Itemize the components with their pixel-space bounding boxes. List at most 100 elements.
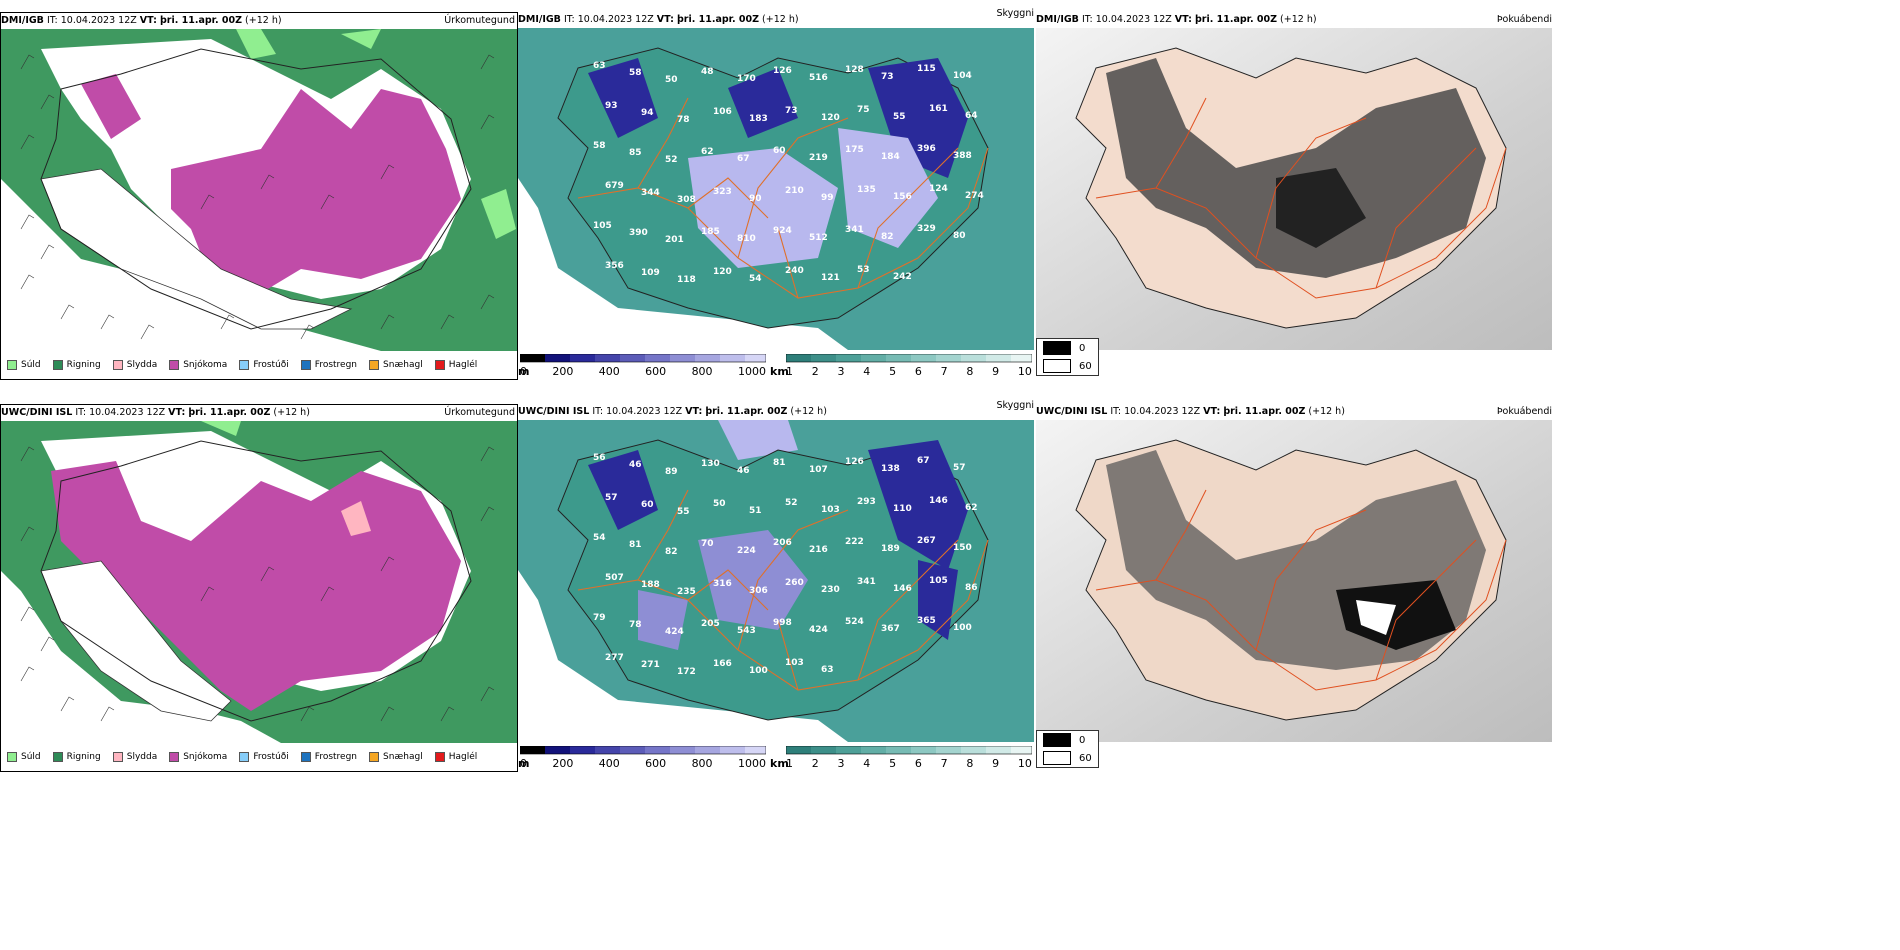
init-time-label: IT: bbox=[592, 406, 604, 417]
visibility-value-label: 424 bbox=[665, 627, 684, 637]
init-time: 10.04.2023 12Z bbox=[1124, 406, 1201, 417]
wind-barbs bbox=[20, 54, 495, 340]
tick-label: 5 bbox=[889, 365, 897, 378]
mid-visibility-zone bbox=[638, 530, 808, 650]
fog-legend: 0 60 bbox=[1036, 730, 1099, 768]
clear-zone bbox=[1356, 600, 1396, 635]
panel-header: DMI/IGB IT: 10.04.2023 12Z VT: þri. 11.a… bbox=[518, 8, 1036, 28]
legend-swatch bbox=[52, 752, 63, 762]
visibility-value-label: 205 bbox=[701, 619, 720, 629]
legend-swatch bbox=[239, 752, 250, 762]
legend-item: Snjókoma bbox=[169, 752, 227, 762]
panel-visibility-uwc: UWC/DINI ISL IT: 10.04.2023 12Z VT: þri.… bbox=[518, 400, 1036, 772]
legend-label: Snjókoma bbox=[183, 752, 228, 762]
tick-label: 800 bbox=[691, 757, 713, 770]
scale-m-unit-label: m bbox=[518, 757, 530, 770]
visibility-value-label: 230 bbox=[821, 585, 840, 595]
visibility-value-label: 260 bbox=[785, 578, 804, 588]
scale-km-bar bbox=[785, 353, 1033, 363]
valid-time: þri. 11.apr. 00Z bbox=[705, 406, 788, 417]
visibility-value-label: 323 bbox=[713, 187, 732, 197]
visibility-value-label: 82 bbox=[665, 547, 678, 557]
tick-label: 6 bbox=[914, 757, 922, 770]
init-time-label: IT: bbox=[1081, 14, 1093, 25]
tick-label: 3 bbox=[837, 365, 845, 378]
legend-label: Haglél bbox=[448, 752, 478, 762]
visibility-scale-m: 0 200 400 600 800 1000 m bbox=[519, 353, 767, 378]
visibility-value-label: 170 bbox=[737, 74, 756, 84]
visibility-value-label: 188 bbox=[641, 580, 660, 590]
model-source: UWC/DINI ISL bbox=[1036, 406, 1108, 417]
visibility-value-label: 55 bbox=[893, 112, 906, 122]
legend-item: Súld bbox=[7, 752, 41, 762]
visibility-value-label: 118 bbox=[677, 275, 696, 285]
scale-m-ticks: 0 200 400 600 800 1000 bbox=[520, 757, 766, 770]
init-time-label: IT: bbox=[46, 15, 58, 26]
visibility-value-label: 78 bbox=[677, 115, 690, 125]
legend-swatch bbox=[369, 360, 380, 370]
tick-label: 2 bbox=[811, 365, 819, 378]
visibility-value-label: 57 bbox=[953, 463, 966, 473]
fog-index-map bbox=[1036, 420, 1552, 742]
legend-label: Súld bbox=[21, 360, 41, 370]
visibility-value-label: 126 bbox=[845, 457, 864, 467]
visibility-value-label: 53 bbox=[857, 265, 870, 275]
tick-label: 400 bbox=[598, 365, 620, 378]
fog-legend-black bbox=[1043, 733, 1071, 747]
wind-barbs bbox=[20, 446, 495, 722]
legend-item: Frostúði bbox=[239, 752, 289, 762]
visibility-value-label: 516 bbox=[809, 73, 828, 83]
visibility-value-label: 52 bbox=[665, 155, 678, 165]
visibility-value-label: 341 bbox=[857, 577, 876, 587]
scale-m-bar bbox=[519, 353, 767, 363]
legend-label: Snjókoma bbox=[183, 360, 228, 370]
road-network bbox=[577, 97, 989, 299]
scale-km-unit-label: km bbox=[770, 757, 789, 770]
visibility-value-label: 58 bbox=[629, 68, 642, 78]
coastline bbox=[40, 440, 472, 722]
tick-label: 2 bbox=[811, 757, 819, 770]
legend-item: Súld bbox=[7, 360, 41, 370]
road-network bbox=[1095, 489, 1507, 691]
scale-m-ticks: 0 200 400 600 800 1000 bbox=[520, 365, 766, 378]
visibility-value-label: 73 bbox=[785, 106, 798, 116]
visibility-value-label: 524 bbox=[845, 617, 864, 627]
legend-item: Snæhagl bbox=[369, 360, 423, 370]
visibility-value-label: 126 bbox=[773, 66, 792, 76]
visibility-value-label: 89 bbox=[665, 467, 678, 477]
visibility-value-label: 138 bbox=[881, 464, 900, 474]
legend-label: Haglél bbox=[448, 360, 478, 370]
lead-time: (+12 h) bbox=[1308, 406, 1345, 417]
legend-label: Snæhagl bbox=[383, 360, 423, 370]
visibility-value-label: 52 bbox=[785, 498, 798, 508]
visibility-value-label: 271 bbox=[641, 660, 660, 670]
tick-label: 10 bbox=[1017, 757, 1032, 770]
legend-swatch bbox=[169, 360, 180, 370]
lead-time: (+12 h) bbox=[762, 14, 799, 25]
tick-label: 8 bbox=[966, 757, 974, 770]
panel-fog-index-uwc: UWC/DINI ISL IT: 10.04.2023 12Z VT: þri.… bbox=[1036, 404, 1554, 772]
tick-label: 9 bbox=[992, 365, 1000, 378]
visibility-value-label: 810 bbox=[737, 234, 756, 244]
fog-legend-white bbox=[1043, 359, 1071, 373]
visibility-value-label: 55 bbox=[677, 507, 690, 517]
visibility-value-label: 201 bbox=[665, 235, 684, 245]
visibility-value-label: 100 bbox=[953, 623, 972, 633]
legend-swatch bbox=[239, 360, 250, 370]
visibility-value-label: 367 bbox=[881, 624, 900, 634]
panel-header: DMI/IGB IT: 10.04.2023 12Z VT: þri. 11.a… bbox=[1, 13, 517, 29]
tick-label: 600 bbox=[645, 365, 667, 378]
legend-label: Slydda bbox=[126, 360, 158, 370]
road-network bbox=[577, 489, 989, 691]
fog-legend-row: 60 bbox=[1037, 749, 1098, 767]
visibility-scale-km: 1 2 3 4 5 6 7 8 9 10 bbox=[785, 745, 1033, 770]
drizzle-area bbox=[236, 29, 516, 239]
legend-item: Rigning bbox=[52, 752, 101, 762]
visibility-value-label: 998 bbox=[773, 618, 792, 628]
visibility-labels: 63 58 50 48 170 126 516 128 73 115 104 93 94 78 106 183… bbox=[593, 61, 984, 285]
legend-swatch bbox=[7, 752, 17, 762]
visibility-value-label: 121 bbox=[821, 273, 840, 283]
visibility-value-label: 120 bbox=[713, 267, 732, 277]
legend-swatch bbox=[169, 752, 180, 762]
fog-legend-row: 0 bbox=[1037, 339, 1098, 357]
